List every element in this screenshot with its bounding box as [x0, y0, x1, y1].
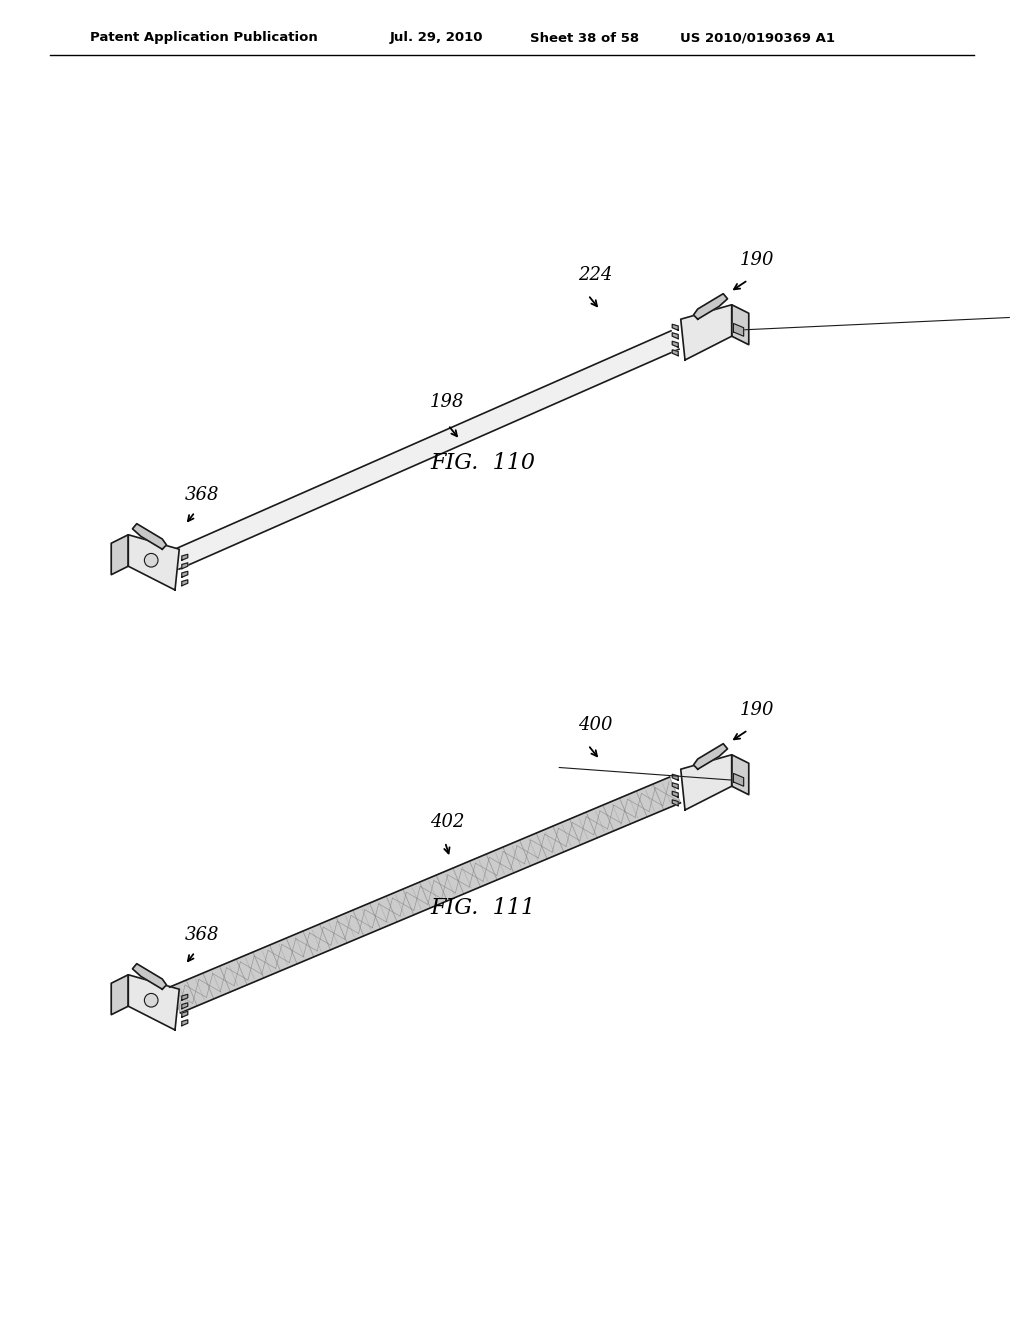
Text: FⅠG.  111: FⅠG. 111	[430, 898, 535, 919]
Polygon shape	[182, 994, 187, 1001]
Text: 224: 224	[578, 267, 612, 284]
Polygon shape	[182, 1011, 187, 1018]
Polygon shape	[132, 964, 167, 989]
Polygon shape	[112, 974, 128, 1015]
Text: FIG.  110: FIG. 110	[430, 451, 535, 474]
Polygon shape	[672, 791, 678, 797]
Polygon shape	[681, 755, 732, 810]
Polygon shape	[672, 800, 678, 805]
Polygon shape	[732, 755, 749, 795]
Polygon shape	[693, 294, 727, 319]
Polygon shape	[128, 974, 179, 1030]
Circle shape	[144, 553, 158, 568]
Polygon shape	[681, 305, 732, 360]
Polygon shape	[182, 554, 187, 560]
Polygon shape	[693, 743, 727, 770]
Text: 402: 402	[430, 813, 465, 832]
Polygon shape	[732, 305, 749, 345]
Polygon shape	[112, 535, 128, 574]
Polygon shape	[672, 325, 678, 330]
Text: US 2010/0190369 A1: US 2010/0190369 A1	[680, 32, 835, 45]
Polygon shape	[733, 774, 743, 787]
Polygon shape	[182, 579, 187, 586]
Text: 368: 368	[185, 486, 219, 504]
Polygon shape	[672, 775, 678, 780]
Polygon shape	[672, 350, 678, 356]
Text: Sheet 38 of 58: Sheet 38 of 58	[530, 32, 639, 45]
Text: Patent Application Publication: Patent Application Publication	[90, 32, 317, 45]
Polygon shape	[182, 572, 187, 577]
Text: Jul. 29, 2010: Jul. 29, 2010	[390, 32, 483, 45]
Polygon shape	[672, 333, 678, 339]
Text: 190: 190	[740, 701, 774, 719]
Text: 400: 400	[578, 715, 612, 734]
Polygon shape	[672, 783, 678, 789]
Polygon shape	[672, 342, 678, 347]
Polygon shape	[733, 323, 743, 337]
Text: 368: 368	[185, 927, 219, 944]
Text: 190: 190	[740, 251, 774, 269]
Polygon shape	[182, 562, 187, 569]
Polygon shape	[170, 777, 680, 1012]
Polygon shape	[128, 535, 179, 590]
Polygon shape	[182, 1020, 187, 1026]
Text: 198: 198	[430, 393, 465, 411]
Circle shape	[144, 994, 158, 1007]
Polygon shape	[132, 524, 167, 549]
Polygon shape	[182, 1003, 187, 1008]
Polygon shape	[171, 331, 679, 569]
